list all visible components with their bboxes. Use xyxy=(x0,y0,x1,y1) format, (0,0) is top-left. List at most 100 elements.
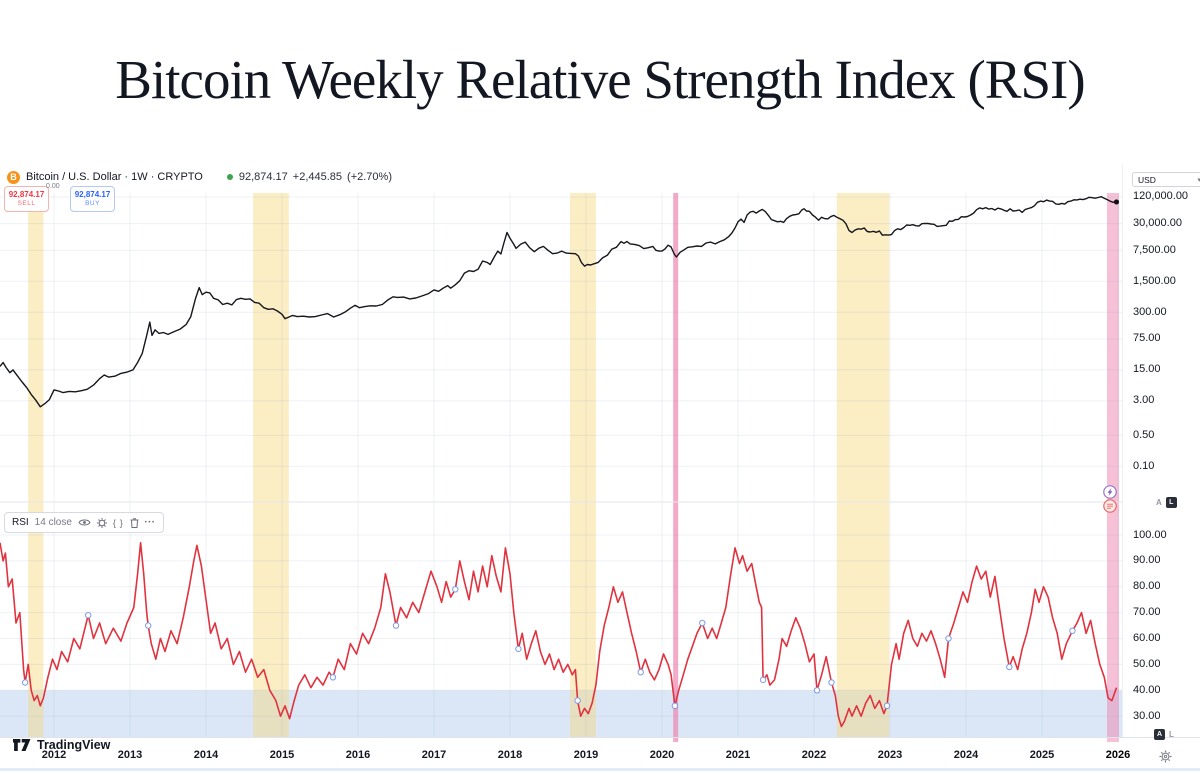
rsi-signal-marker xyxy=(637,669,644,676)
price-axis-label: 75.00 xyxy=(1133,332,1161,345)
year-label: 2015 xyxy=(269,749,295,761)
rsi-oversold-zone xyxy=(0,690,1122,737)
chart-plot-area[interactable] xyxy=(0,165,1122,772)
rsi-axis-label: 30.00 xyxy=(1133,709,1161,722)
time-scale[interactable]: 2012 2013 2014 2015 2016 2017 2018 2019 2020 2021… xyxy=(0,737,1130,772)
settings-icon[interactable] xyxy=(96,517,107,528)
source-code-icon[interactable]: { } xyxy=(112,517,124,528)
time-axis-border xyxy=(0,737,1200,738)
event-vertical-line xyxy=(1106,193,1119,742)
rsi-axis-label: 80.00 xyxy=(1133,580,1161,593)
rsi-signal-marker xyxy=(945,635,952,642)
rsi-signal-marker xyxy=(21,679,29,686)
rsi-signal-marker xyxy=(828,679,835,686)
sell-button[interactable]: 92,874.17 SELL xyxy=(4,186,49,212)
watermark-text: TradingView xyxy=(37,738,111,752)
year-label: 2013 xyxy=(117,749,143,761)
bottom-highlight-band xyxy=(570,193,596,737)
year-label: 2012 xyxy=(41,749,67,761)
rsi-axis-label: 40.00 xyxy=(1133,683,1161,696)
rsi-indicator-legend: RSI 14 close { } ••• xyxy=(4,512,164,533)
delete-icon[interactable] xyxy=(130,517,139,528)
year-label: 2020 xyxy=(649,749,675,761)
rsi-signal-marker xyxy=(699,619,706,627)
year-label: 2018 xyxy=(497,749,523,761)
symbol-quote: 92,874.17 +2,445.85 (+2.70%) xyxy=(239,171,392,183)
sell-price: 92,874.17 xyxy=(8,189,45,199)
year-label: 2026 xyxy=(1105,749,1131,761)
year-label: 2021 xyxy=(725,749,751,761)
price-line xyxy=(0,196,1117,408)
rsi-signal-marker xyxy=(452,586,459,593)
price-axis-label: 120,000.00 xyxy=(1133,190,1189,203)
bottom-highlight-band xyxy=(836,193,890,737)
market-open-dot-icon xyxy=(226,174,233,180)
rsi-axis-label: 50.00 xyxy=(1133,657,1161,670)
eye-icon[interactable] xyxy=(78,518,91,527)
tradingview-watermark[interactable]: TradingView xyxy=(13,738,110,752)
note-badge[interactable] xyxy=(1103,499,1117,513)
dropdown-caret-icon: ▾ xyxy=(1197,176,1200,184)
price-scale-mode-toggle[interactable]: A L xyxy=(1156,497,1177,508)
rsi-signal-marker xyxy=(574,697,581,704)
symbol-title[interactable]: Bitcoin / U.S. Dollar · 1W · CRYPTO xyxy=(26,171,203,183)
year-label: 2017 xyxy=(421,749,447,761)
price-axis-label: 7,500.00 xyxy=(1133,243,1176,256)
tradingview-chart: B Bitcoin / U.S. Dollar · 1W · CRYPTO 92… xyxy=(0,165,1200,772)
window-bottom-strip xyxy=(0,768,1200,771)
bottom-highlight-band xyxy=(28,193,44,737)
price-axis-label: 300.00 xyxy=(1133,305,1167,318)
tradingview-logo xyxy=(13,738,31,751)
symbol-legend: B Bitcoin / U.S. Dollar · 1W · CRYPTO 92… xyxy=(7,170,392,184)
log-scale-toggle[interactable]: L xyxy=(1169,730,1174,739)
rsi-signal-marker xyxy=(1006,663,1013,671)
rsi-signal-marker xyxy=(329,674,337,681)
gear-icon[interactable] xyxy=(1159,750,1173,764)
indicator-name[interactable]: RSI xyxy=(12,517,29,528)
indicator-params: 14 close xyxy=(34,517,72,528)
price-axis-label: 0.50 xyxy=(1133,428,1155,441)
year-label: 2022 xyxy=(801,749,827,761)
buy-button[interactable]: 92,874.17 BUY xyxy=(70,186,115,212)
order-panel: 92,874.17 SELL 92,874.17 BUY xyxy=(4,186,115,212)
auto-scale-toggle[interactable]: A xyxy=(1156,498,1162,507)
rsi-signal-marker xyxy=(145,622,152,629)
more-icon[interactable]: ••• xyxy=(144,519,156,526)
sell-label: SELL xyxy=(17,199,36,207)
rsi-line xyxy=(0,542,1118,728)
price-axis-label: 30,000.00 xyxy=(1133,217,1182,230)
currency-selector[interactable]: USD ▾ xyxy=(1132,172,1200,187)
year-label: 2025 xyxy=(1029,749,1055,761)
bottom-highlight-band xyxy=(253,193,289,737)
alert-lightning-badge[interactable] xyxy=(1103,485,1117,499)
auto-scale-toggle[interactable]: A xyxy=(1154,729,1165,740)
event-vertical-line xyxy=(673,193,679,742)
rsi-signal-marker xyxy=(813,687,821,694)
year-label: 2016 xyxy=(345,749,371,761)
rsi-signal-marker xyxy=(1069,627,1076,634)
rsi-axis-label: 60.00 xyxy=(1133,632,1161,645)
rsi-signal-marker xyxy=(671,702,679,709)
price-axis-label: 0.10 xyxy=(1133,459,1155,472)
log-scale-toggle[interactable]: L xyxy=(1165,497,1177,508)
bitcoin-icon: B xyxy=(7,170,20,184)
price-axis-label: 3.00 xyxy=(1133,394,1155,407)
last-price-dot xyxy=(1113,199,1120,205)
buy-label: BUY xyxy=(85,199,100,207)
price-axis-label: 1,500.00 xyxy=(1133,274,1176,287)
year-label: 2019 xyxy=(573,749,599,761)
price-scale[interactable]: USD ▾ 120,000.00 30,000.00 7,500.00 1,500.0… xyxy=(1122,165,1200,740)
year-label: 2014 xyxy=(193,749,219,761)
rsi-signal-marker xyxy=(85,612,92,619)
price-axis-border xyxy=(1122,165,1123,737)
rsi-scale-mode-toggle[interactable]: A L xyxy=(1154,729,1174,740)
rsi-signal-marker xyxy=(759,676,767,684)
price-axis-label: 15.00 xyxy=(1133,363,1161,376)
price-change: +2,445.85 xyxy=(292,171,343,183)
rsi-signal-marker xyxy=(515,645,522,653)
rsi-axis-label: 70.00 xyxy=(1133,606,1161,619)
price-change-pct: (+2.70%) xyxy=(347,171,392,183)
rsi-signal-marker xyxy=(392,622,400,629)
year-label: 2024 xyxy=(953,749,979,761)
